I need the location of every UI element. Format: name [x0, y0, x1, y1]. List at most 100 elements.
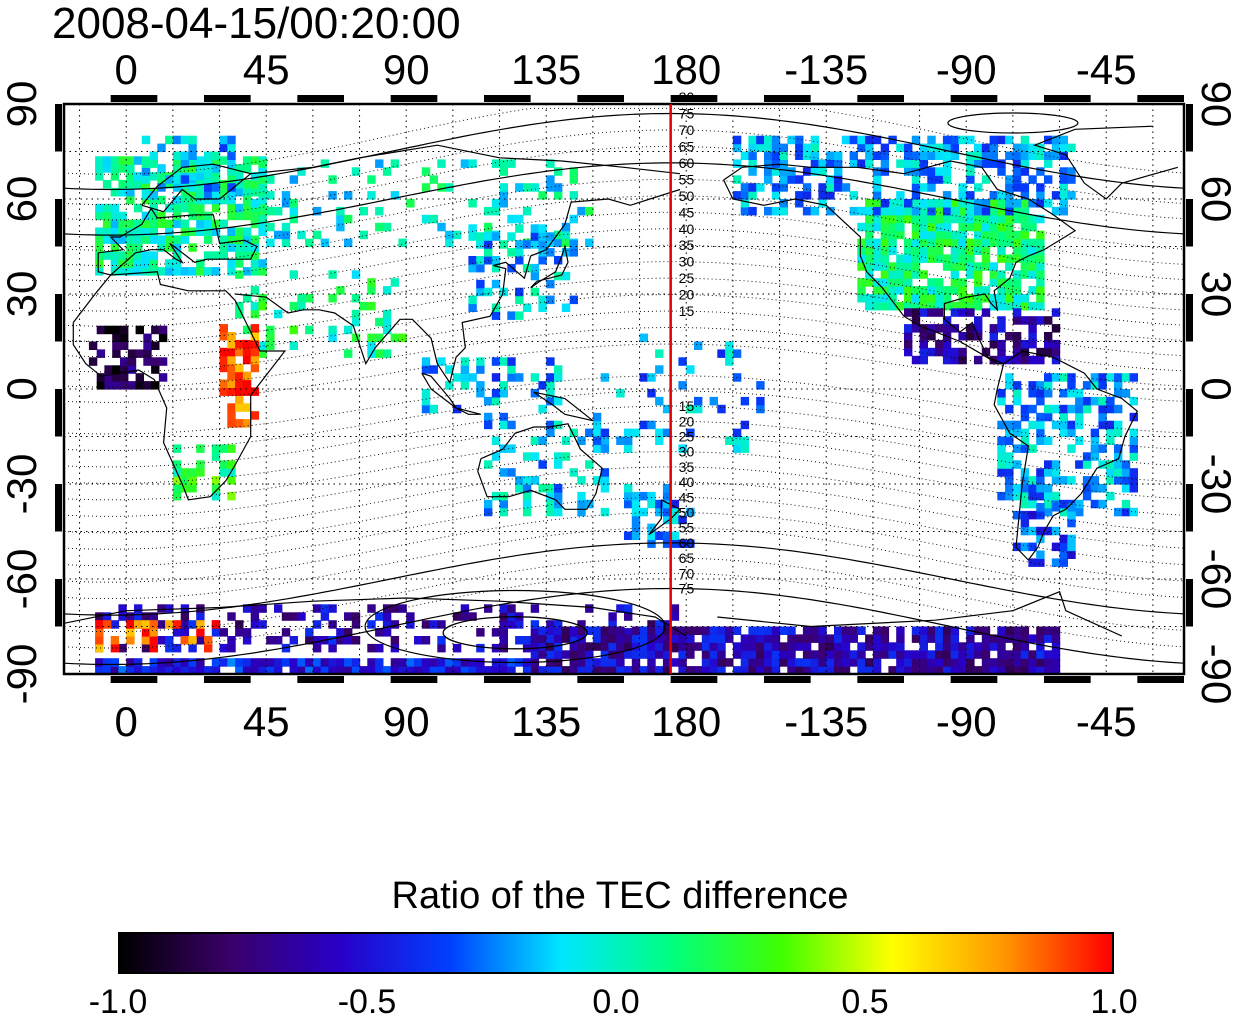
tec-cell	[577, 658, 586, 667]
tec-cell	[1121, 468, 1131, 477]
tec-cell	[491, 279, 501, 289]
tec-cell	[1059, 389, 1068, 398]
tec-cell	[911, 308, 921, 317]
tec-cell	[266, 238, 275, 248]
tec-cell	[1028, 658, 1037, 667]
tec-cell	[974, 206, 983, 216]
tec-cell	[351, 658, 361, 667]
tec-cell	[382, 666, 392, 674]
colorbar-tick-label: 0.0	[592, 983, 640, 1021]
tec-cell	[624, 628, 633, 637]
tec-cell	[585, 428, 594, 438]
tec-cell	[211, 191, 221, 200]
tec-cell	[250, 332, 260, 341]
tec-cell	[1036, 191, 1045, 200]
tec-cell	[1020, 634, 1030, 643]
tec-cell	[1028, 476, 1037, 485]
tec-cell	[110, 666, 120, 674]
tec-cell	[849, 650, 858, 659]
coastline	[723, 160, 1077, 365]
contour-label: 60	[679, 155, 695, 171]
tec-cell	[911, 294, 921, 303]
tec-cell	[834, 658, 843, 667]
tec-cell	[935, 199, 944, 208]
tec-cell	[561, 222, 571, 232]
tec-cell	[499, 666, 508, 674]
tec-cell	[227, 191, 236, 200]
tec-cell	[227, 387, 236, 396]
tec-cell	[515, 240, 524, 249]
tec-cell	[530, 240, 540, 249]
tec-cell	[577, 620, 586, 629]
tec-cell	[538, 381, 547, 390]
tec-cell	[134, 235, 143, 244]
tec-cell	[507, 620, 516, 629]
tec-cell	[1036, 151, 1045, 160]
tec-cell	[647, 658, 656, 667]
tec-cell	[981, 246, 991, 255]
tec-cell	[1044, 499, 1053, 509]
tec-cell	[546, 484, 555, 493]
tec-cell	[748, 143, 757, 153]
tec-cell	[104, 365, 113, 374]
tec-cell	[1044, 389, 1053, 398]
tec-cell	[904, 278, 913, 287]
coastline	[533, 391, 594, 422]
data-region	[732, 135, 1076, 216]
tec-cell	[1005, 199, 1014, 208]
tec-cell	[336, 286, 345, 295]
tec-cell	[608, 650, 617, 659]
tec-cell	[522, 183, 532, 192]
tec-cell	[1082, 404, 1092, 414]
tec-cell	[219, 135, 228, 145]
tec-cell	[880, 222, 890, 232]
tec-cell	[748, 658, 757, 667]
tec-cell	[756, 666, 765, 674]
tec-cell	[865, 159, 874, 168]
tec-cell	[491, 666, 501, 674]
tec-cell	[437, 666, 446, 674]
tec-cell	[919, 199, 928, 208]
tec-cell	[1059, 412, 1068, 422]
frame-bar	[1186, 484, 1193, 532]
tec-cell	[740, 666, 750, 674]
tec-cell	[1075, 389, 1084, 398]
tec-cell	[974, 666, 983, 674]
tec-cell	[888, 666, 897, 674]
tec-cell	[180, 468, 190, 477]
tec-cell	[678, 658, 687, 667]
tec-cell	[997, 199, 1006, 208]
tec-cell	[344, 191, 353, 200]
magnetic-contour	[64, 112, 1184, 191]
tec-cell	[1020, 404, 1030, 414]
tec-cell	[141, 612, 151, 621]
tec-cell	[740, 396, 750, 406]
tec-cell	[950, 143, 960, 153]
tec-cell	[997, 658, 1006, 667]
tec-cell	[219, 180, 228, 189]
tec-cell	[227, 468, 236, 477]
coastline	[97, 207, 258, 276]
tec-cell	[258, 341, 267, 350]
tec-cell	[1059, 175, 1068, 184]
tec-cell	[120, 357, 129, 366]
tec-cell	[437, 159, 446, 168]
tec-cell	[1090, 428, 1100, 438]
tec-cell	[188, 151, 197, 160]
tec-cell	[942, 347, 952, 357]
tec-cell	[188, 195, 197, 205]
tec-cell	[484, 412, 493, 422]
tec-cell	[1129, 444, 1138, 453]
tec-cell	[577, 650, 586, 659]
tec-cell	[484, 206, 493, 216]
tec-cell	[849, 634, 858, 643]
tec-cell	[126, 164, 135, 173]
tec-cell	[172, 628, 182, 637]
tec-cell	[538, 650, 547, 659]
lon-tick-label-bottom: 0	[115, 698, 138, 745]
tec-cell	[896, 262, 905, 271]
tec-cell	[771, 642, 781, 651]
tec-cell	[911, 175, 921, 184]
tec-cell	[219, 355, 228, 365]
tec-cell	[927, 199, 936, 208]
